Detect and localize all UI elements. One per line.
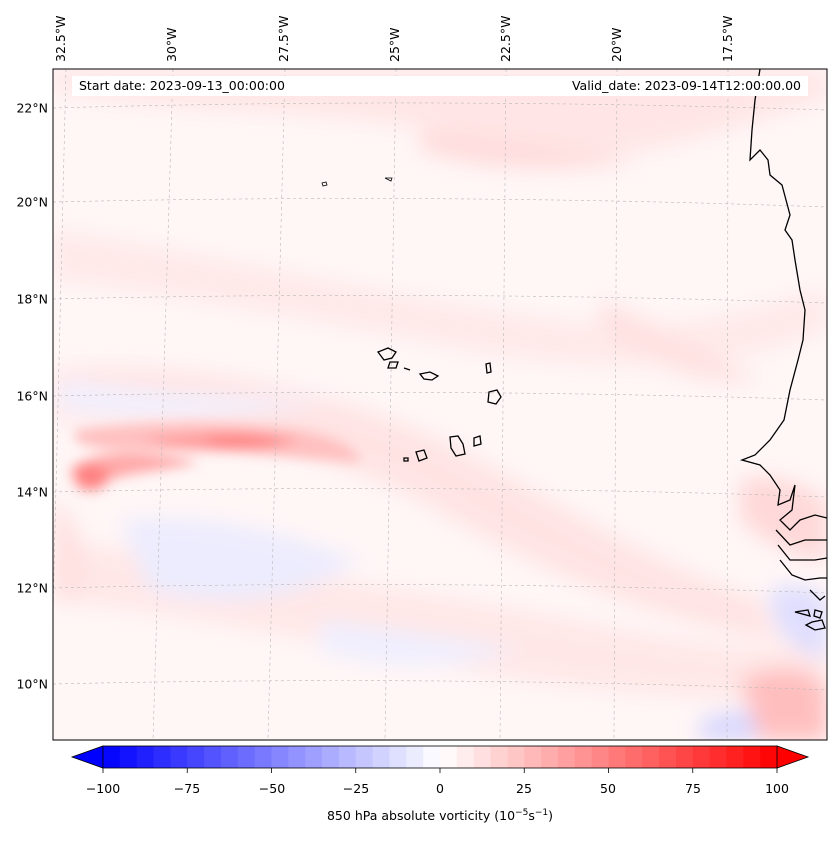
colorbar-ticks	[102, 768, 778, 773]
colorbar-band	[591, 746, 609, 768]
colorbar-band	[271, 746, 289, 768]
colorbar-band	[254, 746, 272, 768]
latitude-label-22n: 22°N	[16, 100, 48, 116]
longitude-label-25w: 25°W	[387, 27, 402, 62]
latitude-label-16n: 16°N	[16, 388, 48, 404]
colorbar-tick-label: 25	[516, 781, 532, 796]
colorbar-band	[103, 746, 121, 768]
latitude-label-18n: 18°N	[16, 291, 48, 307]
colorbar-tick-label: 50	[600, 781, 616, 796]
colorbar-label: 850 hPa absolute vorticity (10−5s−1)	[326, 808, 553, 824]
date-banner	[72, 76, 808, 96]
colorbar-band	[541, 746, 559, 768]
colorbar-band	[675, 746, 694, 768]
colorbar-band	[153, 746, 171, 768]
colorbar-band	[507, 746, 525, 768]
colorbar	[70, 745, 810, 773]
colorbar-band	[338, 746, 357, 768]
colorbar-tick-label: −100	[85, 781, 121, 796]
colorbar-band	[642, 746, 660, 768]
latitude-label-10n: 10°N	[16, 676, 48, 692]
colorbar-tick-label: −75	[173, 781, 201, 796]
longitude-label-22-5w: 22.5°W	[498, 15, 513, 62]
valid-date-label: Valid_date: 2023-09-14T12:00:00.00	[571, 78, 801, 93]
longitude-label-27-5w: 27.5°W	[276, 15, 291, 62]
colorbar-band	[490, 746, 508, 768]
latitude-label-14n: 14°N	[16, 484, 48, 500]
colorbar-band	[372, 746, 390, 768]
colorbar-band	[709, 746, 727, 768]
latitude-label-20n: 20°N	[16, 194, 48, 210]
colorbar-band	[473, 746, 491, 768]
colorbar-min-arrow	[70, 745, 104, 769]
colorbar-band	[136, 746, 154, 768]
colorbar-band	[170, 746, 188, 768]
colorbar-max-arrow	[776, 745, 810, 769]
colorbar-band	[659, 746, 677, 768]
colorbar-band	[524, 746, 542, 768]
colorbar-tick-label: 100	[765, 781, 789, 796]
colorbar-band	[557, 746, 576, 768]
longitude-label-32-5w: 32.5°W	[53, 15, 68, 62]
colorbar-band	[288, 746, 306, 768]
graticule	[53, 69, 827, 740]
start-date-label: Start date: 2023-09-13_00:00:00	[79, 78, 285, 93]
colorbar-band	[305, 746, 323, 768]
colorbar-band	[389, 746, 407, 768]
colorbar-tick-label: −25	[342, 781, 370, 796]
longitude-label-30w: 30°W	[164, 27, 179, 62]
map-frame	[52, 68, 828, 741]
colorbar-band	[608, 746, 626, 768]
coastline	[321, 69, 827, 631]
latitude-label-12n: 12°N	[16, 580, 48, 596]
vorticity-maximum-band	[70, 422, 360, 492]
colorbar-band	[119, 746, 138, 768]
vorticity-field	[53, 69, 827, 740]
colorbar-tick-label: 75	[685, 781, 701, 796]
colorbar-tick-label: −50	[258, 781, 286, 796]
colorbar-tick-label: 0	[436, 781, 444, 796]
colorbar-band	[187, 746, 205, 768]
colorbar-band	[355, 746, 373, 768]
colorbar-band	[220, 746, 239, 768]
colorbar-bands	[103, 746, 778, 768]
colorbar-band	[456, 746, 475, 768]
colorbar-band	[692, 746, 710, 768]
colorbar-band	[760, 746, 778, 768]
colorbar-band	[440, 746, 458, 768]
longitude-label-17-5w: 17.5°W	[720, 15, 735, 62]
colorbar-band	[574, 746, 593, 768]
colorbar-band	[322, 746, 340, 768]
longitude-label-20w: 20°W	[609, 27, 624, 62]
colorbar-band	[406, 746, 424, 768]
colorbar-band	[743, 746, 761, 768]
colorbar-band	[204, 746, 222, 768]
colorbar-band	[625, 746, 643, 768]
colorbar-band	[726, 746, 744, 768]
colorbar-band	[423, 746, 441, 768]
colorbar-band	[237, 746, 256, 768]
